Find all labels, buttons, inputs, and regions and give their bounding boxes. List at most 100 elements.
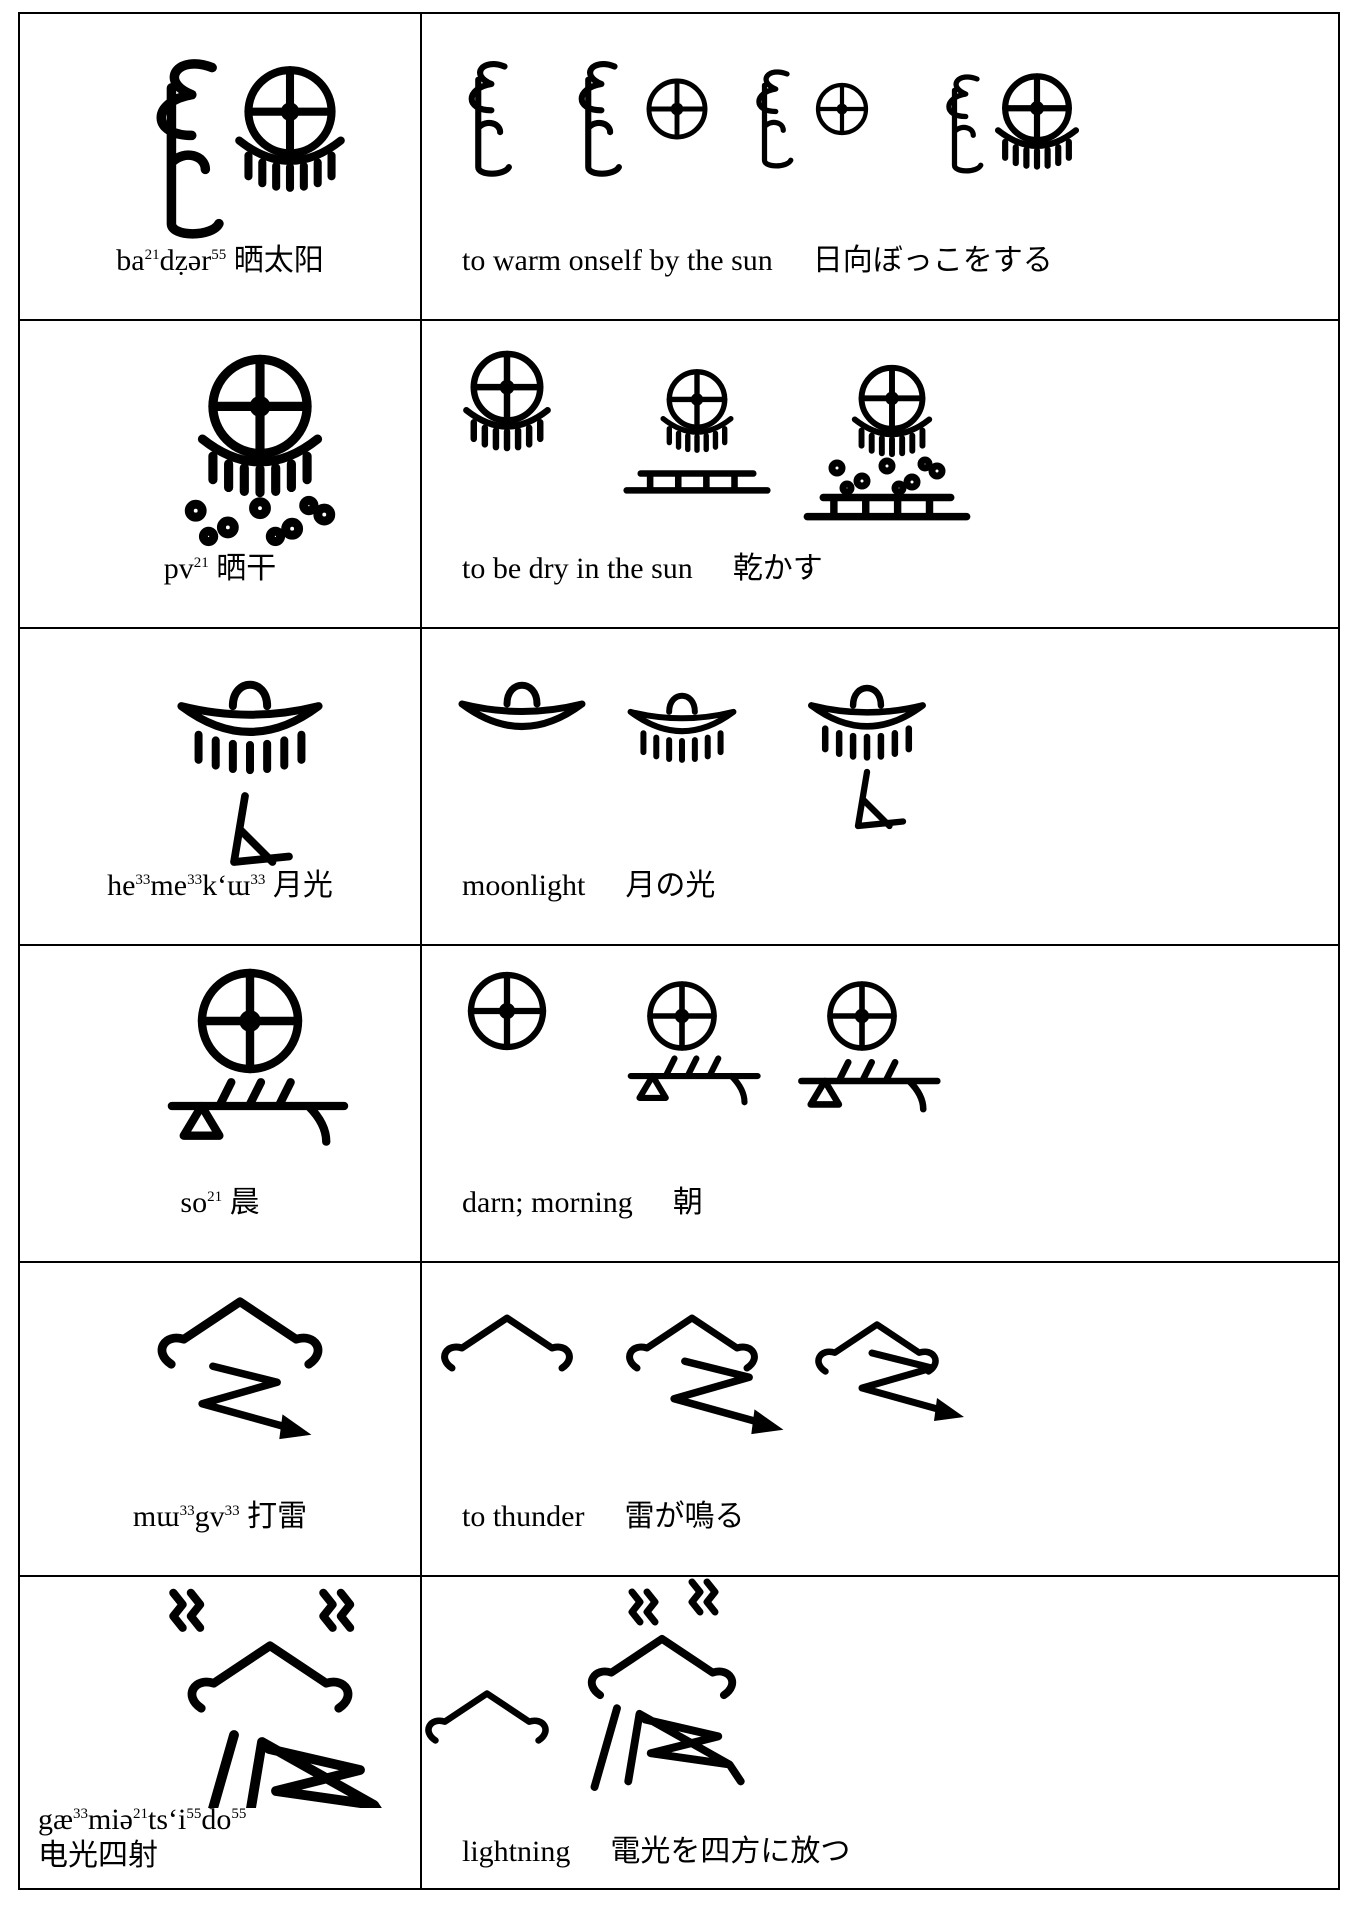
gloss-line: to warm onself by the sun 日向ぼっこをする — [462, 235, 1053, 279]
reading: so21 晨 — [20, 1177, 420, 1221]
glyph-stroke — [172, 1082, 344, 1141]
glyph-stroke — [663, 372, 731, 450]
glyph-stroke — [162, 1302, 318, 1365]
syllable: miə — [88, 1803, 134, 1836]
gloss: lightning — [462, 1835, 571, 1868]
glyph-stroke — [631, 1059, 758, 1103]
table-row: so21 晨 darn; morning 朝 — [20, 946, 1338, 1263]
glyph-stroke — [674, 1361, 783, 1434]
gloss-line: lightning 電光を四方に放つ — [462, 1826, 850, 1870]
glyph-stroke — [471, 975, 543, 1047]
reading: mɯ33gv33 打雷 — [20, 1491, 420, 1535]
chinese: 晒干 — [216, 552, 277, 585]
pictograph — [422, 946, 1338, 1183]
gloss-line: darn; morning 朝 — [462, 1177, 703, 1221]
glyph-stroke — [192, 1646, 348, 1709]
space — [240, 1500, 248, 1533]
syllable: pv — [163, 552, 194, 585]
glyph-stroke — [323, 1593, 350, 1628]
variants-cell: to warm onself by the sun 日向ぼっこをする — [422, 14, 1338, 319]
japanese: 乾かす — [732, 551, 823, 586]
syllable: mɯ — [132, 1500, 180, 1533]
glyph-stroke — [807, 498, 966, 517]
gloss: to be dry in the sun — [462, 552, 693, 585]
pictograph — [20, 14, 420, 241]
japanese: 電光を四方に放つ — [610, 1834, 851, 1869]
tone: 55 — [211, 247, 227, 263]
pictograph — [20, 1263, 420, 1497]
reading: ba21dẓər55 晒太阳 — [20, 235, 420, 279]
pictograph — [422, 1263, 1338, 1497]
variants-cell: to thunder 雷が鳴る — [422, 1263, 1338, 1575]
gloss-line: to thunder 雷が鳴る — [462, 1491, 744, 1535]
glyph-stroke — [189, 500, 330, 541]
syllable: gæ — [38, 1803, 74, 1836]
glyph-stroke — [858, 772, 903, 826]
gloss: moonlight — [462, 869, 586, 902]
glyph-stroke — [949, 77, 981, 171]
pictograph — [20, 1577, 420, 1808]
glyph-stroke — [830, 984, 894, 1048]
glyph-stroke — [173, 1593, 200, 1628]
chinese: 打雷 — [247, 1500, 308, 1533]
syllable: he — [107, 869, 136, 902]
reading: gæ33miə21tsʻi55do55 电光四射 — [38, 1796, 420, 1874]
tone: 55 — [231, 1806, 247, 1822]
variants-cell: darn; morning 朝 — [422, 946, 1338, 1261]
tone: 21 — [193, 555, 209, 571]
glyph-stroke — [161, 64, 219, 234]
space — [265, 869, 273, 902]
syllable: dẓər — [159, 244, 212, 277]
japanese: 雷が鳴る — [624, 1499, 745, 1534]
pictograph — [422, 1577, 1338, 1808]
space — [226, 244, 234, 277]
glyph-stroke — [595, 1708, 741, 1787]
syllable: ba — [116, 244, 145, 277]
glyph-stroke — [592, 1639, 732, 1695]
glyph-stroke — [759, 72, 791, 166]
glyph-stroke — [202, 973, 298, 1069]
japanese: 朝 — [672, 1185, 703, 1220]
glyph-stroke — [631, 696, 734, 760]
syllable: tsʻi — [148, 1803, 187, 1836]
reading-cell: pv21 晒干 — [20, 321, 422, 627]
chinese: 月光 — [272, 869, 333, 902]
glyph-stroke — [466, 354, 547, 448]
tone: 21 — [207, 1189, 223, 1205]
syllable: gv — [194, 1500, 225, 1533]
chinese: 晨 — [229, 1186, 260, 1219]
tone: 33 — [179, 1503, 195, 1519]
table-row: pv21 晒干 to be dry in the sun 乾かす — [20, 321, 1338, 629]
glyph-stroke — [428, 1694, 545, 1741]
gloss: to warm onself by the sun — [462, 244, 773, 277]
glyph-stroke — [627, 474, 768, 491]
glyph-stroke — [181, 685, 318, 770]
table-row: ba21dẓər55 晒太阳 to warm onself by the sun 日… — [20, 14, 1338, 321]
table-row: mɯ33gv33 打雷 to thunder 雷が鳴る — [20, 1263, 1338, 1577]
reading-cell: he33me33kʻɯ33 月光 — [20, 629, 422, 944]
reading: pv21 晒干 — [20, 543, 420, 587]
glyph-table: ba21dẓər55 晒太阳 to warm onself by the sun 日… — [18, 12, 1340, 1890]
gloss-line: moonlight 月の光 — [462, 860, 715, 904]
table-row: gæ33miə21tsʻi55do55 电光四射 lightning 電光を四方に放つ — [20, 1577, 1338, 1888]
tone: 33 — [135, 872, 151, 888]
tone: 33 — [250, 872, 266, 888]
glyph-stroke — [998, 76, 1076, 166]
glyph-stroke — [811, 688, 922, 757]
glyph-stroke — [462, 685, 582, 726]
glyph-stroke — [234, 796, 289, 862]
glyph-stroke — [202, 1366, 311, 1439]
pictograph — [20, 946, 420, 1183]
tone: 33 — [187, 872, 203, 888]
pictograph — [20, 629, 420, 866]
glyph-stroke — [202, 359, 317, 492]
glyph-stroke — [582, 64, 619, 174]
gloss-line: to be dry in the sun 乾かす — [462, 543, 823, 587]
reading: he33me33kʻɯ33 月光 — [20, 860, 420, 904]
glyph-stroke — [649, 81, 705, 137]
glyph-stroke — [855, 368, 929, 454]
glyph-stroke — [239, 70, 341, 188]
syllable: kʻɯ — [202, 869, 251, 902]
tone: 33 — [73, 1806, 89, 1822]
